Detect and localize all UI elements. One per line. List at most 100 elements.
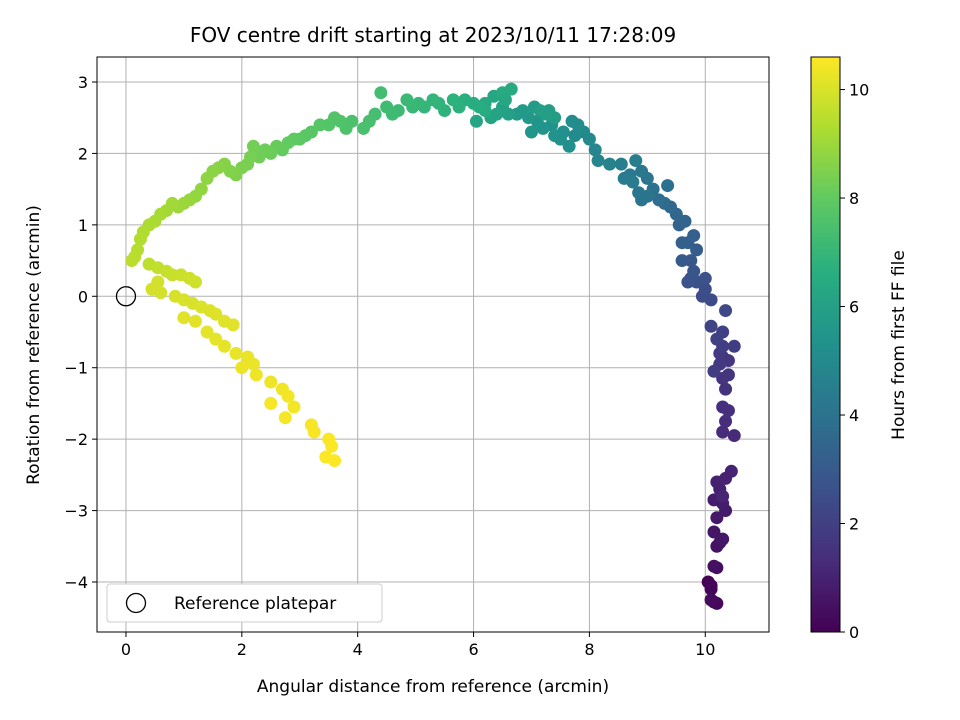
y-tick-label: −3 [64, 502, 88, 521]
data-point [307, 425, 321, 439]
legend: Reference platepar [106, 583, 383, 623]
data-point [727, 429, 741, 443]
data-point [200, 171, 214, 185]
data-point [209, 332, 223, 346]
data-point [690, 243, 704, 257]
data-point [719, 382, 733, 396]
colorbar-tick-label: 10 [849, 81, 869, 100]
data-point [710, 511, 724, 525]
data-point [278, 411, 292, 425]
data-point [229, 346, 243, 360]
data-point [704, 319, 718, 333]
data-point [698, 282, 712, 296]
colorbar-gradient [810, 56, 841, 633]
data-point [716, 532, 730, 546]
data-point [374, 86, 388, 100]
data-point [704, 593, 718, 607]
data-point [209, 307, 223, 321]
colorbar-tick-label: 0 [849, 623, 859, 642]
data-point [287, 400, 301, 414]
reference-marker-group [115, 286, 137, 307]
data-point [707, 525, 721, 539]
data-point [524, 125, 538, 139]
reference-marker [115, 286, 137, 307]
data-point [661, 179, 675, 193]
legend-box [106, 583, 383, 623]
data-point [125, 254, 139, 268]
data-point [614, 157, 628, 171]
data-point [177, 311, 191, 325]
colorbar-tick-label: 2 [849, 515, 859, 534]
data-point [603, 157, 617, 171]
data-point [704, 582, 718, 596]
chart-title: FOV centre drift starting at 2023/10/11 … [190, 23, 676, 47]
x-tick-label: 4 [353, 640, 363, 659]
colorbar-ticks: 0 2 4 6 8 10 [840, 81, 869, 642]
colorbar-tick-label: 6 [849, 298, 859, 317]
data-point [217, 339, 231, 353]
data-point [721, 368, 735, 382]
data-point [235, 361, 249, 375]
colorbar-label: Hours from first FF file [889, 250, 909, 440]
data-point [687, 229, 701, 243]
x-ticks: 0 2 4 6 8 10 [121, 632, 715, 659]
data-point [446, 93, 460, 107]
data-points [125, 82, 741, 610]
data-point [675, 254, 689, 268]
data-point [200, 325, 214, 339]
data-point [548, 129, 562, 143]
y-tick-label: −4 [64, 573, 88, 592]
x-tick-label: 0 [121, 640, 131, 659]
data-point [380, 100, 394, 114]
data-point [565, 114, 579, 128]
x-tick-label: 10 [695, 640, 715, 659]
data-point [281, 389, 295, 403]
data-point [325, 439, 339, 453]
data-point [716, 400, 730, 414]
colorbar-tick-label: 4 [849, 406, 859, 425]
x-tick-label: 8 [584, 640, 594, 659]
legend-label: Reference platepar [174, 594, 336, 614]
data-point [188, 314, 202, 328]
data-point [687, 264, 701, 278]
x-tick-label: 2 [237, 640, 247, 659]
data-point [724, 464, 738, 478]
data-point [719, 304, 733, 318]
data-point [698, 271, 712, 285]
data-point [154, 286, 168, 300]
data-point [426, 93, 440, 107]
data-point [264, 375, 278, 389]
data-point [617, 171, 631, 185]
data-point [716, 325, 730, 339]
y-tick-label: 1 [78, 216, 88, 235]
data-point [716, 489, 730, 503]
data-point [319, 450, 333, 464]
data-point [469, 114, 483, 128]
data-point [678, 214, 692, 228]
data-point [264, 396, 278, 410]
data-point [635, 164, 649, 178]
data-point [504, 82, 518, 96]
data-point [652, 193, 666, 207]
x-axis-label: Angular distance from reference (arcmin) [257, 677, 609, 697]
data-point [727, 339, 741, 353]
data-point [707, 364, 721, 378]
data-point [246, 357, 260, 371]
data-point [716, 425, 730, 439]
data-point [188, 275, 202, 289]
data-point [249, 368, 263, 382]
data-point [629, 154, 643, 168]
y-tick-label: −1 [64, 359, 88, 378]
data-point [400, 93, 414, 107]
legend-marker-icon [125, 592, 147, 614]
data-point [707, 559, 721, 573]
colorbar-tick-label: 8 [849, 189, 859, 208]
data-point [719, 414, 733, 428]
data-point [246, 139, 260, 153]
data-point [568, 129, 582, 143]
x-tick-label: 6 [468, 640, 478, 659]
data-point [675, 236, 689, 250]
data-point [226, 318, 240, 332]
data-point [588, 143, 602, 157]
